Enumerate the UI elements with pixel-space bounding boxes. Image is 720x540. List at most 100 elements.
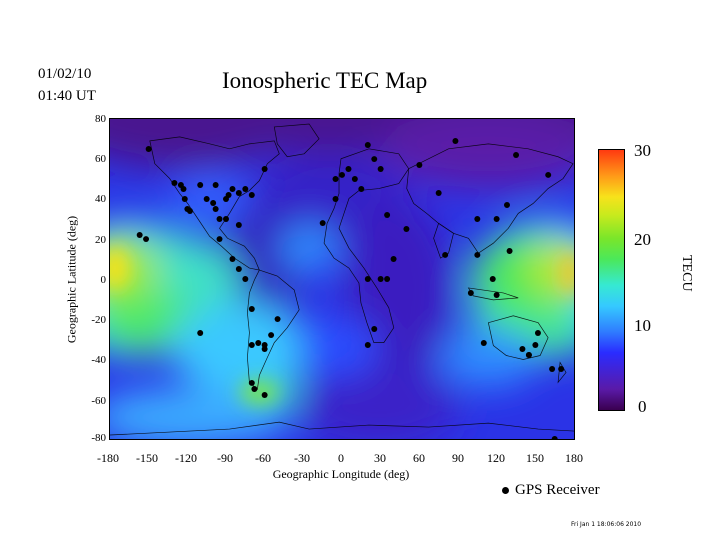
x-axis-label: Geographic Longitude (deg)	[272, 467, 410, 481]
gps-receiver-point	[229, 256, 236, 263]
gps-receiver-point	[403, 226, 410, 232]
gps-receiver-point	[339, 171, 345, 178]
gps-receiver-point	[467, 290, 474, 296]
gps-receiver-point	[197, 182, 204, 188]
gps-receiver-point	[489, 276, 496, 282]
gps-receiver-point	[371, 156, 378, 163]
x-tick: 150	[526, 451, 544, 465]
gps-receiver-point	[248, 342, 255, 348]
y-tick: 20	[95, 234, 106, 246]
generation-timestamp: Fri Jan 1 18:06:06 2010	[571, 521, 642, 528]
x-tick: -90	[217, 451, 233, 465]
gps-receiver-point	[235, 190, 242, 197]
x-tick: -120	[175, 451, 197, 465]
colorbar-tick: 30	[634, 141, 651, 160]
gps-receiver-point	[493, 292, 500, 298]
gps-receiver-point	[332, 196, 339, 202]
tec-map-plot	[109, 118, 575, 440]
gps-receiver-point	[274, 316, 281, 323]
y-tick: 0	[100, 274, 107, 286]
colorbar-tick: 0	[638, 397, 647, 416]
gps-receiver-point	[212, 182, 219, 188]
gps-receiver-point	[203, 196, 210, 202]
y-tick: -80	[91, 432, 106, 444]
gps-receiver-point	[212, 206, 219, 213]
gps-receiver-point	[210, 199, 217, 206]
y-tick: -20	[91, 314, 106, 326]
gps-receiver-point	[248, 306, 255, 312]
gps-receiver-point	[261, 166, 268, 172]
y-tick: 40	[95, 193, 106, 205]
legend: GPS Receiver	[502, 482, 600, 499]
y-tick: 80	[95, 113, 106, 125]
gps-receiver-point	[248, 379, 255, 386]
gps-receiver-point	[525, 352, 532, 359]
gps-receiver-point	[390, 256, 397, 263]
tec-colorbar	[598, 149, 625, 411]
gps-receiver-point	[513, 151, 520, 158]
gps-receiver-point	[549, 366, 556, 373]
gps-receiver-point	[268, 332, 275, 339]
gps-receiver-point	[136, 231, 143, 238]
x-tick: 0	[338, 451, 344, 465]
map-title: Ionospheric TEC Map	[222, 68, 428, 93]
map-date: 01/02/10	[38, 66, 92, 82]
gps-receiver-point	[229, 185, 236, 192]
gps-receiver-point	[225, 192, 232, 199]
gps-receiver-point	[143, 236, 150, 243]
x-tick: 60	[413, 451, 425, 465]
gps-receiver-point	[452, 137, 459, 144]
gps-receiver-point	[364, 276, 371, 282]
gps-receiver-point	[504, 201, 510, 208]
gps-receiver-point	[171, 180, 178, 186]
y-tick: 60	[95, 153, 106, 165]
gps-receiver-point	[261, 391, 268, 398]
gps-receiver-point	[235, 265, 242, 272]
gps-receiver-point	[442, 251, 449, 258]
gps-receiver-point	[332, 176, 339, 183]
gps-receiver-point	[416, 162, 423, 168]
gps-receiver-point	[474, 251, 481, 258]
gps-receiver-point	[180, 185, 187, 192]
x-tick: -180	[97, 451, 119, 465]
gps-receiver-marker-icon	[502, 487, 509, 495]
gps-receiver-point	[223, 215, 229, 222]
map-time: 01:40 UT	[38, 88, 96, 104]
x-tick: 90	[452, 451, 464, 465]
gps-receiver-point	[384, 212, 391, 218]
gps-receiver-point	[255, 340, 262, 346]
gps-receiver-point	[248, 192, 255, 199]
gps-receiver-point	[216, 215, 223, 222]
x-tick: -60	[255, 451, 271, 465]
gps-receiver-point	[345, 166, 352, 172]
gps-receiver-point	[197, 329, 204, 336]
x-tick: 180	[565, 451, 583, 465]
colorbar-label: TECU	[679, 255, 694, 292]
gps-receiver-point	[435, 190, 442, 197]
gps-receiver-point	[351, 176, 358, 183]
gps-receiver-point	[493, 215, 500, 222]
gps-receiver-point	[384, 276, 391, 282]
y-tick: -60	[91, 395, 106, 407]
gps-receiver-point	[181, 196, 188, 202]
gps-receiver-point	[319, 220, 326, 227]
gps-receiver-point	[474, 215, 481, 222]
gps-receiver-point	[235, 222, 242, 229]
x-tick: 120	[487, 451, 505, 465]
gps-receiver-point	[480, 340, 487, 346]
gps-receiver-point	[145, 146, 152, 152]
gps-receiver-point	[364, 342, 371, 348]
gps-receiver-point	[216, 236, 223, 243]
gps-receiver-point	[519, 345, 526, 352]
gps-receiver-point	[558, 366, 565, 373]
gps-receiver-point	[251, 386, 258, 392]
x-tick: 30	[374, 451, 386, 465]
gps-receiver-point	[364, 142, 371, 149]
gps-receiver-point	[545, 171, 552, 178]
gps-receivers	[136, 137, 565, 439]
colorbar-tick: 20	[634, 230, 651, 249]
colorbar-tick: 10	[634, 316, 651, 335]
gps-receiver-point	[377, 166, 384, 172]
gps-receiver-point	[242, 185, 249, 192]
gps-receiver-point	[377, 276, 384, 282]
